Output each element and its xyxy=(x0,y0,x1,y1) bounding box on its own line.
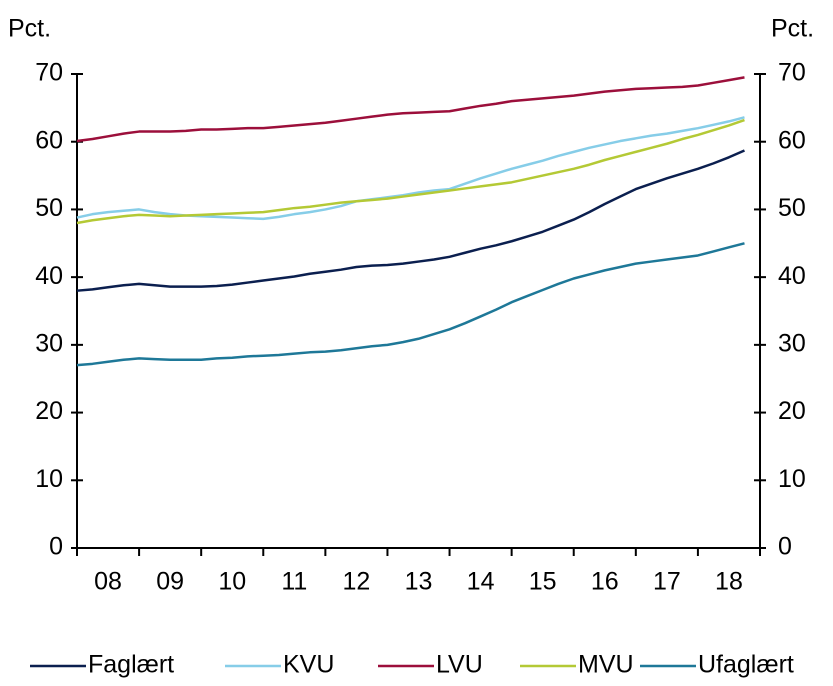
x-tick-label: 14 xyxy=(467,568,495,596)
x-tick-label: 10 xyxy=(218,568,246,596)
y2-axis-label: Pct. xyxy=(771,15,814,43)
y2-tick-label: 40 xyxy=(778,262,806,290)
series-line xyxy=(76,116,745,221)
x-tick-label: 13 xyxy=(405,568,433,596)
legend-label: LVU xyxy=(436,651,483,679)
y-tick-label: 20 xyxy=(35,397,63,425)
y2-tick-label: 30 xyxy=(778,329,806,357)
y2-tick-label: 10 xyxy=(778,465,806,493)
legend-label: KVU xyxy=(283,651,334,679)
y2-tick-label: 50 xyxy=(778,194,806,222)
y2-tick-label: 60 xyxy=(778,126,806,154)
x-tick-label: 11 xyxy=(281,568,307,596)
y-tick-label: 10 xyxy=(35,465,63,493)
x-tick-label: 15 xyxy=(529,568,557,596)
x-tick-label: 18 xyxy=(715,568,743,596)
y2-tick-label: 70 xyxy=(778,59,806,87)
x-tick-label: 17 xyxy=(653,568,681,596)
legend-label: Faglært xyxy=(88,651,174,679)
y2-tick-label: 20 xyxy=(778,397,806,425)
y-tick-label: 70 xyxy=(35,59,63,87)
y-axis-label: Pct. xyxy=(8,15,51,43)
series-line xyxy=(76,242,745,367)
x-tick-label: 09 xyxy=(156,568,184,596)
x-tick-label: 12 xyxy=(343,568,371,596)
y-tick-label: 30 xyxy=(35,329,63,357)
y-tick-label: 60 xyxy=(35,126,63,154)
y-tick-label: 40 xyxy=(35,262,63,290)
x-tick-label: 16 xyxy=(591,568,619,596)
x-tick-label: 08 xyxy=(94,568,122,596)
series-line xyxy=(76,118,745,225)
series-line xyxy=(76,149,745,292)
y-tick-label: 50 xyxy=(35,194,63,222)
legend-label: Ufaglært xyxy=(698,651,794,679)
series-line xyxy=(76,76,745,143)
y2-tick-label: 0 xyxy=(778,533,792,561)
y-tick-label: 0 xyxy=(49,533,63,561)
legend-label: MVU xyxy=(578,651,634,679)
